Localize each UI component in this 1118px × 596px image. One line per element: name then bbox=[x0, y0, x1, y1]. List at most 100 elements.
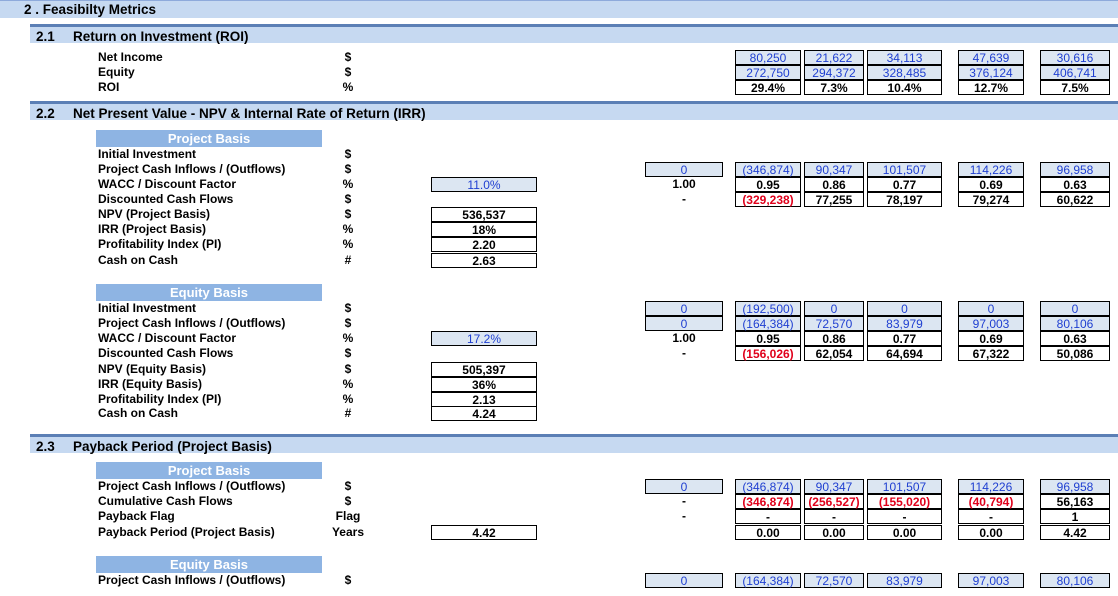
grid-cell[interactable]: 96,958 bbox=[1040, 479, 1110, 494]
cash-on-cash-value: 2.63 bbox=[431, 253, 537, 268]
grid-cell[interactable]: 0 bbox=[645, 316, 723, 331]
wacc-input[interactable]: 17.2% bbox=[431, 331, 537, 346]
row-label: IRR (Equity Basis) bbox=[98, 377, 203, 391]
grid-cell[interactable]: 101,507 bbox=[867, 162, 942, 177]
grid-cell[interactable]: 0 bbox=[645, 479, 723, 494]
row-label: Cash on Cash bbox=[98, 253, 179, 267]
grid-cell: (256,527) bbox=[804, 494, 864, 509]
section-header-roi: 2.1 Return on Investment (ROI) bbox=[30, 24, 1118, 44]
roi-cell[interactable]: 272,750 bbox=[735, 65, 801, 80]
roi-cell[interactable]: 34,113 bbox=[867, 50, 942, 65]
grid-cell: 0.00 bbox=[804, 525, 864, 540]
section-title: Payback Period (Project Basis) bbox=[73, 439, 272, 454]
grid-cell[interactable]: 114,226 bbox=[958, 479, 1024, 494]
row-unit: $ bbox=[344, 192, 352, 206]
grid-cell[interactable]: 101,507 bbox=[867, 479, 942, 494]
roi-cell[interactable]: 406,741 bbox=[1040, 65, 1110, 80]
grid-cell[interactable]: 72,570 bbox=[804, 316, 864, 331]
row-label: NPV (Project Basis) bbox=[98, 207, 211, 221]
grid-cell: 78,197 bbox=[867, 192, 942, 207]
page-title: 2 . Feasibilty Metrics bbox=[0, 0, 1118, 18]
grid-cell[interactable]: 0 bbox=[958, 301, 1024, 316]
row-label: Initial Investment bbox=[98, 147, 197, 161]
roi-cell[interactable]: 376,124 bbox=[958, 65, 1024, 80]
grid-cell: 0.86 bbox=[804, 177, 864, 192]
grid-cell: 0.77 bbox=[867, 331, 942, 346]
grid-cell[interactable]: 90,347 bbox=[804, 479, 864, 494]
grid-cell[interactable]: 90,347 bbox=[804, 162, 864, 177]
grid-cell[interactable]: (346,874) bbox=[735, 162, 801, 177]
row-label: Project Cash Inflows / (Outflows) bbox=[98, 162, 286, 176]
row-label: Cash on Cash bbox=[98, 406, 179, 420]
grid-cell[interactable]: 0 bbox=[645, 162, 723, 177]
grid-cell[interactable]: 0 bbox=[804, 301, 864, 316]
grid-cell: 1.00 bbox=[672, 177, 696, 191]
row-label: Profitability Index (PI) bbox=[98, 237, 222, 251]
grid-cell: 0.95 bbox=[735, 331, 801, 346]
row-unit: # bbox=[344, 253, 352, 267]
grid-cell[interactable]: 0 bbox=[645, 301, 723, 316]
row-unit: % bbox=[342, 377, 354, 391]
grid-cell: 0.63 bbox=[1040, 331, 1110, 346]
roi-cell: 29.4% bbox=[735, 80, 801, 95]
grid-cell[interactable]: 0 bbox=[645, 573, 723, 588]
section-number: 2.3 bbox=[36, 439, 55, 454]
row-unit: $ bbox=[344, 316, 352, 330]
grid-cell[interactable]: (164,384) bbox=[735, 573, 801, 588]
row-unit: $ bbox=[344, 494, 352, 508]
row-label: WACC / Discount Factor bbox=[98, 331, 237, 345]
roi-cell[interactable]: 30,616 bbox=[1040, 50, 1110, 65]
roi-cell: 7.3% bbox=[804, 80, 864, 95]
grid-cell[interactable]: 97,003 bbox=[958, 316, 1024, 331]
row-label: Net Income bbox=[98, 50, 163, 64]
row-label: Payback Flag bbox=[98, 509, 175, 523]
grid-cell: - bbox=[958, 509, 1024, 524]
grid-cell: 0.69 bbox=[958, 177, 1024, 192]
row-unit: $ bbox=[344, 50, 352, 64]
grid-cell[interactable]: 83,979 bbox=[867, 573, 942, 588]
grid-cell[interactable]: (164,384) bbox=[735, 316, 801, 331]
grid-cell[interactable]: 80,106 bbox=[1040, 573, 1110, 588]
grid-cell[interactable]: 83,979 bbox=[867, 316, 942, 331]
roi-cell[interactable]: 294,372 bbox=[804, 65, 864, 80]
grid-cell[interactable]: (346,874) bbox=[735, 479, 801, 494]
roi-cell[interactable]: 21,622 bbox=[804, 50, 864, 65]
row-unit: $ bbox=[344, 207, 352, 221]
row-unit: % bbox=[342, 222, 354, 236]
npv-value: 536,537 bbox=[431, 207, 537, 222]
section-number: 2.2 bbox=[36, 106, 55, 121]
grid-cell[interactable]: 114,226 bbox=[958, 162, 1024, 177]
grid-cell: (156,026) bbox=[735, 346, 801, 361]
grid-cell[interactable]: 80,106 bbox=[1040, 316, 1110, 331]
row-unit: # bbox=[344, 406, 352, 420]
grid-cell[interactable]: 0 bbox=[867, 301, 942, 316]
section-title: Return on Investment (ROI) bbox=[73, 29, 249, 44]
grid-cell: 0.00 bbox=[958, 525, 1024, 540]
grid-cell: - bbox=[682, 494, 686, 508]
roi-cell: 10.4% bbox=[867, 80, 942, 95]
grid-cell[interactable]: 97,003 bbox=[958, 573, 1024, 588]
grid-cell[interactable]: 0 bbox=[1040, 301, 1110, 316]
roi-cell[interactable]: 328,485 bbox=[867, 65, 942, 80]
row-label: Profitability Index (PI) bbox=[98, 392, 222, 406]
row-unit: % bbox=[342, 177, 354, 191]
row-label: ROI bbox=[98, 80, 120, 94]
row-label: Project Cash Inflows / (Outflows) bbox=[98, 479, 286, 493]
grid-cell[interactable]: (192,500) bbox=[735, 301, 801, 316]
grid-cell: - bbox=[682, 192, 686, 206]
row-unit: $ bbox=[344, 479, 352, 493]
grid-cell: 64,694 bbox=[867, 346, 942, 361]
grid-cell[interactable]: 72,570 bbox=[804, 573, 864, 588]
wacc-input[interactable]: 11.0% bbox=[431, 177, 537, 192]
roi-cell[interactable]: 47,639 bbox=[958, 50, 1024, 65]
row-unit: $ bbox=[344, 162, 352, 176]
roi-cell: 12.7% bbox=[958, 80, 1024, 95]
irr-value: 36% bbox=[431, 377, 537, 392]
roi-cell[interactable]: 80,250 bbox=[735, 50, 801, 65]
grid-cell[interactable]: 96,958 bbox=[1040, 162, 1110, 177]
grid-cell: - bbox=[867, 509, 942, 524]
grid-cell: 56,163 bbox=[1040, 494, 1110, 509]
section-header-payback: 2.3 Payback Period (Project Basis) bbox=[30, 434, 1118, 454]
project-basis-header: Project Basis bbox=[96, 130, 322, 147]
grid-cell: 4.42 bbox=[1040, 525, 1110, 540]
